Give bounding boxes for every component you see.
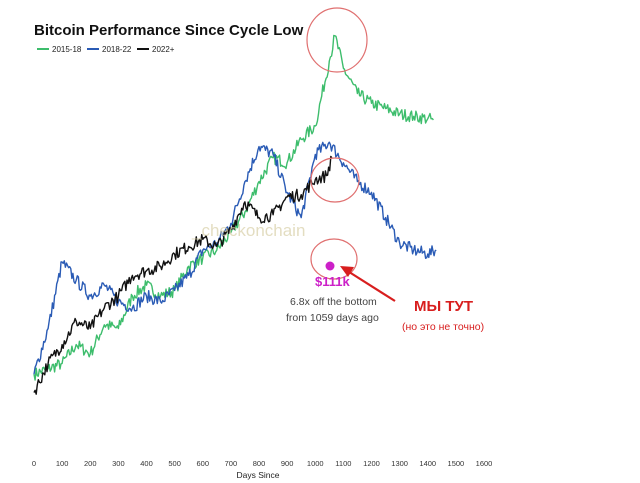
x-tick-label: 900: [281, 459, 294, 468]
legend-label-2018-22: 2018-22: [102, 45, 132, 54]
x-axis-ticks: 0 100 200 300 400 500 600 700 800 900 1000 1100 1200…: [32, 459, 492, 468]
peak-circle-2015-18: [306, 7, 368, 73]
x-tick-label: 1200: [363, 459, 380, 468]
callout-sub-text: (но это не точно): [402, 321, 484, 333]
x-tick-label: 1500: [448, 459, 465, 468]
peak-circle-2018-22: [310, 157, 360, 203]
x-axis-title: Days Since: [237, 470, 280, 480]
watermark-text: _checkonchain: [191, 221, 305, 240]
note-line-2: from 1059 days ago: [286, 312, 379, 324]
arrow-line: [345, 269, 396, 302]
arrow-head: [340, 266, 354, 277]
callout-main-text: МЫ ТУТ: [414, 298, 473, 315]
x-tick-label: 0: [32, 459, 36, 468]
x-tick-label: 1100: [335, 459, 351, 468]
x-tick-label: 400: [140, 459, 153, 468]
x-tick-label: 100: [56, 459, 69, 468]
legend-label-2015-18: 2015-18: [52, 45, 82, 54]
x-tick-label: 1400: [419, 459, 436, 468]
series-line-2015-18: [33, 34, 434, 381]
callout-arrow: [340, 266, 396, 302]
series-line-2018-22: [33, 141, 437, 375]
x-tick-label: 1300: [391, 459, 408, 468]
current-position-marker: [325, 261, 335, 271]
chart-title: Bitcoin Performance Since Cycle Low: [34, 22, 304, 39]
x-tick-label: 800: [253, 459, 266, 468]
x-tick-label: 1600: [476, 459, 493, 468]
x-tick-label: 200: [84, 459, 97, 468]
legend: 2015-18 2018-22 2022+: [37, 45, 175, 54]
x-tick-label: 1000: [307, 459, 324, 468]
x-tick-label: 700: [225, 459, 238, 468]
highlight-circles: [306, 7, 368, 280]
x-tick-label: 300: [112, 459, 125, 468]
series-line-2022-plus: [33, 155, 333, 395]
peak-circle-2022: [310, 238, 358, 280]
legend-label-2022-plus: 2022+: [152, 45, 175, 54]
series-layer: [33, 34, 437, 395]
note-line-1: 6.8x off the bottom: [290, 296, 377, 308]
price-label: $111k: [315, 274, 350, 289]
x-tick-label: 600: [196, 459, 209, 468]
x-tick-label: 500: [168, 459, 181, 468]
